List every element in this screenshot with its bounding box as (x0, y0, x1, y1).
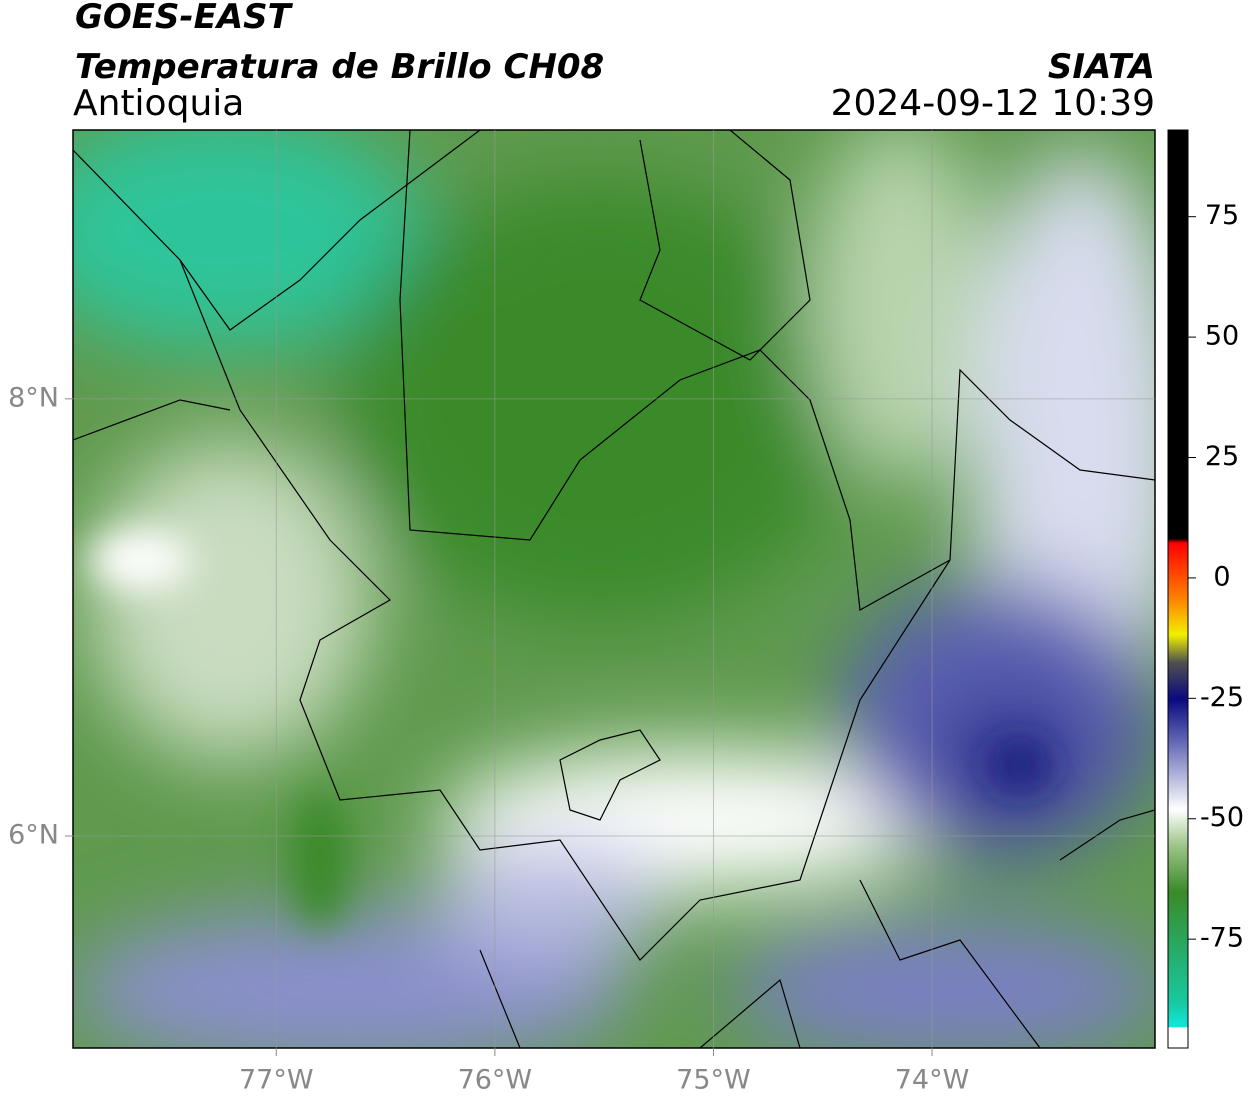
datetime: 2024-09-12 10:39 (831, 83, 1155, 124)
y-tick-label: 6°N (8, 819, 59, 850)
x-tick-label: 77°W (239, 1065, 314, 1096)
colorbar-tick-label: 25 (1205, 441, 1239, 472)
region: Antioquia (73, 83, 244, 124)
subtitle: Temperatura de Brillo CH08 (75, 47, 604, 87)
colorbar-tick-label: 50 (1205, 321, 1239, 352)
map-field (73, 130, 1155, 1048)
colorbar (1167, 129, 1189, 1049)
map-frame (72, 129, 1156, 1049)
y-tick-label: 8°N (8, 382, 59, 413)
colorbar-tick-label: -50 (1200, 802, 1244, 833)
x-tick-label: 74°W (895, 1065, 970, 1096)
colorbar-tick-label: -25 (1200, 682, 1244, 713)
colorbar-tick-label: 0 (1213, 561, 1230, 592)
source: SIATA (1048, 47, 1155, 87)
x-tick-label: 76°W (458, 1065, 533, 1096)
x-tick-label: 75°W (676, 1065, 751, 1096)
colorbar-tick-label: 75 (1205, 200, 1239, 231)
colorbar-tick-label: -75 (1200, 923, 1244, 954)
title: GOES-EAST (75, 0, 294, 37)
